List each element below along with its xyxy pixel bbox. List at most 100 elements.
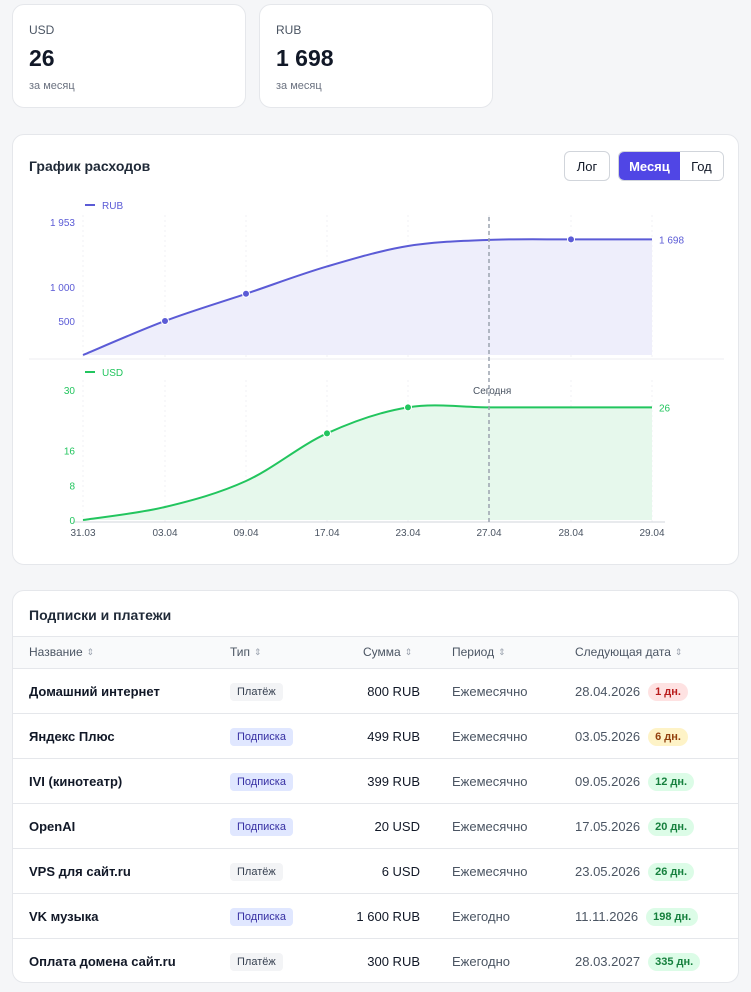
usd-y-tick: 8: [69, 481, 75, 492]
type-badge: Платёж: [230, 682, 283, 701]
x-tick-label: 09.04: [233, 528, 258, 539]
stat-card-usd: USD 26 за месяц: [12, 4, 246, 108]
rub-y-tick: 1 953: [50, 218, 75, 229]
sort-icon: ⇕: [404, 647, 413, 657]
x-tick-label: 17.04: [314, 528, 339, 539]
stat-sub: за месяц: [276, 80, 322, 92]
year-button[interactable]: Год: [679, 152, 723, 180]
table-row[interactable]: Оплата домена сайт.ru Платёж 300 RUB Ежегод…: [13, 939, 738, 982]
header-period-label: Период: [452, 645, 495, 659]
usd-legend-label: USD: [102, 368, 123, 379]
log-scale-button[interactable]: Лог: [564, 151, 610, 181]
sort-icon: ⇕: [254, 647, 262, 657]
usd-point: [323, 429, 331, 438]
table-row[interactable]: VK музыка Подписка 1 600 RUB Ежегодно 11.11.…: [13, 894, 738, 939]
row-next-date: 09.05.2026 12 дн.: [575, 759, 695, 804]
row-next-date: 17.05.2026 20 дн.: [575, 804, 695, 849]
usd-line: [82, 404, 652, 521]
row-next-date: 28.03.2027 335 дн.: [575, 939, 701, 982]
row-type: Подписка: [230, 894, 293, 939]
row-next-date: 28.04.2026 1 дн.: [575, 669, 688, 714]
header-sum[interactable]: Сумма ⇕: [363, 637, 412, 668]
x-tick-label: 27.04: [476, 528, 501, 539]
row-sum: 300 RUB: [367, 954, 420, 969]
row-next-date: 11.11.2026 198 дн.: [575, 894, 699, 939]
row-name: IVI (кинотеатр): [29, 774, 123, 789]
next-date-value: 28.03.2027: [575, 954, 641, 969]
rub-area: [83, 239, 652, 355]
type-badge: Платёж: [230, 952, 283, 971]
row-period: Ежегодно: [452, 909, 510, 924]
row-name: Яндекс Плюс: [29, 729, 115, 744]
table-header: Название ⇕ Тип ⇕ Сумма ⇕ Период ⇕ Следующая …: [13, 636, 738, 669]
type-badge: Подписка: [230, 817, 293, 836]
row-type: Подписка: [230, 804, 293, 849]
row-name: VPS для сайт.ru: [29, 864, 131, 879]
usd-end-label: 26: [659, 403, 671, 414]
header-name[interactable]: Название ⇕: [29, 637, 94, 668]
month-button[interactable]: Месяц: [619, 152, 680, 180]
row-next-date: 03.05.2026 6 дн.: [575, 714, 688, 759]
sort-icon: ⇕: [86, 647, 95, 657]
stat-sub: за месяц: [29, 80, 75, 92]
rub-line: [82, 238, 653, 356]
x-tick-label: 23.04: [395, 528, 420, 539]
row-period: Ежегодно: [452, 954, 510, 969]
row-sum: 399 RUB: [367, 774, 420, 789]
table-row[interactable]: OpenAI Подписка 20 USD Ежемесячно 17.05.2026…: [13, 804, 738, 849]
rub-end-label: 1 698: [659, 235, 684, 246]
days-left-badge: 198 дн.: [646, 907, 699, 926]
table-row[interactable]: IVI (кинотеатр) Подписка 399 RUB Ежемесячно…: [13, 759, 738, 804]
row-sum: 800 RUB: [367, 684, 420, 699]
row-next-date: 23.05.2026 26 дн.: [575, 849, 695, 894]
rub-y-tick: 1 000: [50, 283, 75, 294]
table-title: Подписки и платежи: [29, 607, 172, 623]
header-next-date[interactable]: Следующая дата ⇕: [575, 637, 682, 668]
period-switch: Месяц Год: [618, 151, 724, 181]
next-date-value: 23.05.2026: [575, 864, 641, 879]
table-row[interactable]: Яндекс Плюс Подписка 499 RUB Ежемесячно 03.0…: [13, 714, 738, 759]
row-sum: 499 RUB: [367, 729, 420, 744]
next-date-value: 11.11.2026: [575, 909, 639, 924]
row-sum: 6 USD: [381, 864, 420, 879]
days-left-badge: 12 дн.: [648, 772, 695, 791]
type-badge: Подписка: [230, 727, 293, 746]
header-next-label: Следующая дата: [575, 645, 671, 659]
stat-value: 1 698: [276, 45, 334, 71]
header-sum-label: Сумма: [363, 645, 401, 659]
stat-label: USD: [29, 23, 55, 37]
stat-label: RUB: [276, 23, 302, 37]
row-type: Платёж: [230, 849, 283, 894]
sort-icon: ⇕: [674, 647, 683, 657]
table-row[interactable]: Домашний интернет Платёж 800 RUB Ежемесячно…: [13, 669, 738, 714]
type-badge: Подписка: [230, 907, 293, 926]
rub-point: [161, 316, 169, 325]
rub-point: [242, 289, 250, 298]
x-tick-label: 31.03: [70, 528, 95, 539]
days-left-badge: 1 дн.: [648, 682, 688, 701]
usd-y-tick: 30: [64, 386, 76, 397]
row-period: Ежемесячно: [452, 819, 528, 834]
usd-y-tick: 16: [64, 447, 76, 458]
row-type: Подписка: [230, 714, 293, 759]
row-type: Подписка: [230, 759, 293, 804]
header-period[interactable]: Период ⇕: [452, 637, 506, 668]
chart-title: График расходов: [29, 158, 151, 174]
stat-card-rub: RUB 1 698 за месяц: [259, 4, 493, 108]
rub-legend-label: RUB: [102, 201, 123, 212]
row-period: Ежемесячно: [452, 729, 528, 744]
type-badge: Подписка: [230, 772, 293, 791]
row-period: Ежемесячно: [452, 684, 528, 699]
row-name: Оплата домена сайт.ru: [29, 954, 176, 969]
rub-point: [567, 235, 575, 244]
table-row[interactable]: VPS для сайт.ru Платёж 6 USD Ежемесячно 23.0…: [13, 849, 738, 894]
days-left-badge: 26 дн.: [648, 862, 695, 881]
row-period: Ежемесячно: [452, 864, 528, 879]
header-type[interactable]: Тип ⇕: [230, 637, 262, 668]
expense-chart: Сегодня RUB USD 1 953 1 000 500 30 16 8 031.03 03.…: [29, 201, 724, 539]
x-tick-label: 03.04: [152, 528, 177, 539]
today-label: Сегодня: [473, 386, 511, 397]
days-left-badge: 335 дн.: [648, 952, 701, 971]
subscriptions-table-card: Подписки и платежи Название ⇕ Тип ⇕ Сумма ⇕…: [12, 590, 739, 983]
row-sum: 1 600 RUB: [356, 909, 420, 924]
